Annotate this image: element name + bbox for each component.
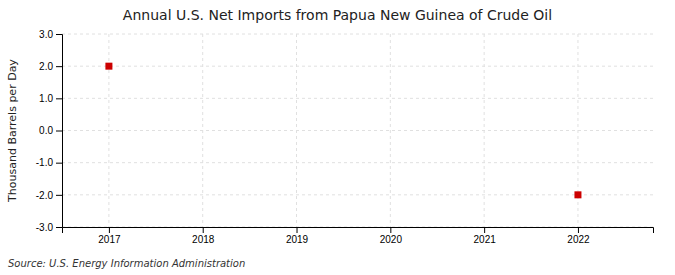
x-axis-line [63, 228, 654, 234]
y-tick-mark [56, 34, 62, 35]
grid-line-y [62, 34, 653, 35]
y-tick-label: -3.0 [36, 222, 54, 233]
y-tick-label: -1.0 [36, 157, 54, 168]
y-tick: -3.0 [36, 222, 62, 233]
y-tick-label: 1.0 [39, 93, 53, 104]
x-tick: 2021 [474, 227, 497, 245]
x-tick: 2019 [286, 227, 309, 245]
grid-line-x [390, 34, 391, 227]
grid-line-y [62, 130, 653, 131]
x-tick-mark [109, 227, 110, 233]
point [105, 63, 112, 70]
plot: 2017 2018 2019 2020 2021 2022 -3.0 -2.0 -1.0 0.0 1… [36, 29, 654, 245]
chart-svg: 2017 2018 2019 2020 2021 2022 -3.0 -2.0 -1.0 0.0 1… [0, 0, 675, 275]
point [574, 191, 581, 198]
x-tick-mark [203, 227, 204, 233]
y-tick: 3.0 [39, 29, 62, 40]
y-tick-label: 0.0 [39, 125, 53, 136]
x-tick-label: 2021 [474, 234, 497, 245]
grid-line-y [62, 98, 653, 99]
chart-container: 2017 2018 2019 2020 2021 2022 -3.0 -2.0 -1.0 0.0 1… [0, 0, 675, 275]
y-axis-label: Thousand Barrels per Day [6, 59, 19, 203]
y-tick: -2.0 [36, 190, 62, 201]
y-tick-label: -2.0 [36, 190, 54, 201]
grid [62, 34, 653, 227]
x-tick-mark [297, 227, 298, 233]
grid-line-y [62, 66, 653, 67]
y-tick-mark [56, 66, 62, 67]
x-tick-mark [484, 227, 485, 233]
x-tick-mark [390, 227, 391, 233]
y-tick-mark [56, 131, 62, 132]
x-tick: 2022 [567, 227, 590, 245]
source: Source: U.S. Energy Information Administ… [8, 258, 245, 269]
marks [105, 63, 581, 199]
x-tick-mark [578, 227, 579, 233]
y-tick-mark [56, 195, 62, 196]
y-tick-label: 2.0 [39, 61, 53, 72]
y-tick: 0.0 [39, 125, 62, 136]
x-axis: 2017 2018 2019 2020 2021 2022 [63, 227, 654, 245]
x-tick: 2017 [98, 227, 121, 245]
y-tick: 1.0 [39, 93, 62, 104]
x-tick-label: 2019 [286, 234, 309, 245]
x-tick: 2020 [380, 227, 403, 245]
y-axis: -3.0 -2.0 -1.0 0.0 1.0 2.0 3.0 [36, 29, 63, 233]
y-tick: -1.0 [36, 157, 62, 168]
y-axis-line [56, 35, 63, 228]
x-tick-label: 2018 [192, 234, 215, 245]
x-tick-label: 2020 [380, 234, 403, 245]
grid-line-y [62, 194, 653, 195]
x-tick-label: 2017 [98, 234, 121, 245]
grid-line-y [62, 162, 653, 163]
y-tick-mark [56, 227, 62, 228]
y-tick-mark [56, 98, 62, 99]
x-tick-label: 2022 [567, 234, 590, 245]
x-tick: 2018 [192, 227, 215, 245]
y-tick: 2.0 [39, 61, 62, 72]
y-tick-mark [56, 163, 62, 164]
title: Annual U.S. Net Imports from Papua New G… [123, 7, 552, 23]
y-tick-label: 3.0 [39, 29, 53, 40]
